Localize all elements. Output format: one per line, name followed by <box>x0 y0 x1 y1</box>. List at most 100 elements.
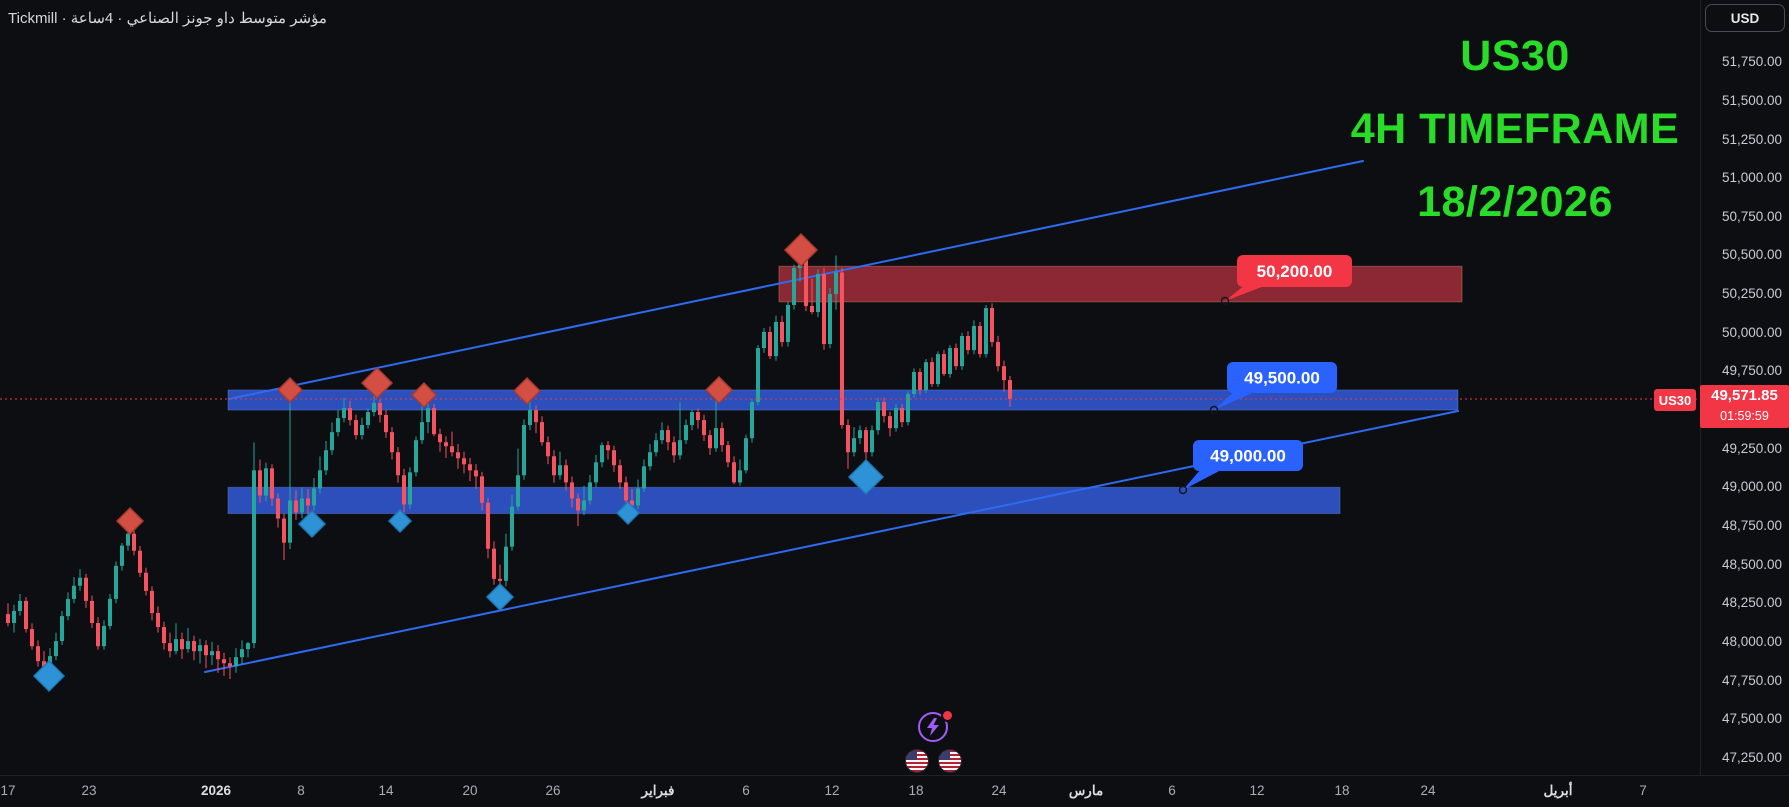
price-tick-label: 47,250.00 <box>1721 749 1782 765</box>
current-price-label[interactable]: 49,571.85 01:59:59 <box>1700 385 1789 428</box>
time-tick-label: 7 <box>1639 783 1647 798</box>
flag-canton <box>939 750 950 760</box>
us-flag-icon[interactable] <box>906 750 928 772</box>
candle-body <box>312 488 316 506</box>
resistance-diamond-marker[interactable] <box>360 366 394 400</box>
price-tick-label: 49,000.00 <box>1721 479 1782 495</box>
candle-body <box>318 470 322 489</box>
resistance-diamond-marker[interactable] <box>783 232 819 268</box>
candle-body <box>660 430 664 441</box>
candle-body <box>636 488 640 506</box>
candle-body <box>324 450 328 471</box>
supply-zone[interactable] <box>778 265 1463 303</box>
candle-body <box>492 548 496 579</box>
time-axis-separator <box>0 775 1789 776</box>
candle-body <box>582 500 586 511</box>
candle-body <box>240 649 244 658</box>
candle-body <box>144 572 148 591</box>
candle-body <box>30 629 34 647</box>
candle-body <box>684 425 688 441</box>
candle-body <box>498 578 502 581</box>
us-flag-icon[interactable] <box>939 750 961 772</box>
candle-body <box>408 472 412 505</box>
candle-body <box>744 438 748 471</box>
lightning-pulse-icon[interactable] <box>918 712 948 742</box>
candle-body <box>306 498 310 506</box>
candle-body <box>930 362 934 385</box>
candle-body <box>840 272 844 426</box>
currency-button[interactable]: USD <box>1705 4 1785 32</box>
candle-body <box>468 464 472 471</box>
candle-body <box>12 610 16 624</box>
candle-body <box>330 432 334 451</box>
chart-annotation[interactable]: US30 4H TIMEFRAME 18/2/2026 <box>1340 20 1690 239</box>
price-callout-label[interactable]: 49,500.00 <box>1209 362 1338 415</box>
candle-body <box>534 410 538 423</box>
symbol-title[interactable]: مؤشر متوسط داو جونز الصناعي · 4ساعة · Ti… <box>8 10 327 27</box>
time-axis[interactable]: 17 23 2026 8 14 20 26 فبراير 6 12 18 24 مارس 6 12 18 24 أ… <box>0 775 1789 807</box>
resistance-diamond-marker[interactable] <box>512 376 542 406</box>
time-tick-label: أبريل <box>1543 783 1573 798</box>
support-diamond-marker[interactable] <box>297 509 327 539</box>
candle-body <box>516 475 520 507</box>
callout-anchor-point[interactable] <box>1178 485 1188 495</box>
resistance-diamond-marker[interactable] <box>276 376 304 404</box>
candle-body <box>132 533 136 551</box>
candle-body <box>336 418 340 433</box>
candle-body <box>90 600 94 624</box>
candle-body <box>102 625 106 647</box>
candle-body <box>438 434 442 443</box>
flag-canton <box>906 750 917 760</box>
price-callout-label[interactable]: 50,200.00 <box>1220 255 1353 306</box>
price-callout-label[interactable]: 49,000.00 <box>1178 440 1304 495</box>
candle-body <box>366 412 370 426</box>
candle-body <box>384 414 388 433</box>
resistance-diamond-marker[interactable] <box>410 381 438 409</box>
price-tick-label: 49,750.00 <box>1721 363 1782 379</box>
resistance-diamond-marker[interactable] <box>704 375 734 405</box>
candle-body <box>72 585 76 599</box>
candle-body <box>552 456 556 476</box>
time-tick-label: 18 <box>1334 783 1350 798</box>
candle-body <box>564 465 568 483</box>
candle-body <box>720 428 724 446</box>
resistance-diamond-marker[interactable] <box>115 506 145 536</box>
candle-body <box>984 308 988 355</box>
support-diamond-marker[interactable] <box>387 508 413 534</box>
support-diamond-marker[interactable] <box>32 659 66 693</box>
callout-anchor-point[interactable] <box>1220 296 1230 306</box>
candle-body <box>618 465 622 483</box>
candle-body <box>114 565 118 599</box>
support-diamond-marker[interactable] <box>847 458 885 496</box>
candle-body <box>390 432 394 453</box>
candle-body <box>456 452 460 459</box>
candle-body <box>906 393 910 423</box>
candle-body <box>192 641 196 652</box>
price-tick-label: 50,250.00 <box>1721 286 1782 302</box>
candle-body <box>204 645 208 656</box>
candle-body <box>96 623 100 647</box>
candle-body <box>858 430 862 439</box>
time-tick-label: 6 <box>742 783 750 798</box>
support-diamond-marker[interactable] <box>615 500 641 526</box>
candle-body <box>600 445 604 463</box>
candle-body <box>762 331 766 349</box>
lightning-bolt-glyph <box>927 718 939 736</box>
support-diamond-marker[interactable] <box>485 582 515 612</box>
candle-body <box>360 425 364 436</box>
time-tick-label: 20 <box>462 783 478 798</box>
candle-body <box>732 462 736 483</box>
candle-body <box>174 639 178 652</box>
candle-body <box>654 440 658 453</box>
price-tick-label: 48,250.00 <box>1721 595 1782 611</box>
price-axis[interactable]: 51,750.00 51,500.00 51,250.00 51,000.00 50,7… <box>1700 0 1789 775</box>
candle-body <box>348 408 352 421</box>
time-tick-label: 26 <box>545 783 561 798</box>
price-line-symbol-badge[interactable]: US30 <box>1654 389 1696 411</box>
demand-zone[interactable] <box>227 486 1341 515</box>
candle-body <box>696 412 700 421</box>
current-price-value: 49,571.85 <box>1711 387 1778 404</box>
callout-anchor-point[interactable] <box>1209 405 1219 415</box>
candle-body <box>594 462 598 483</box>
